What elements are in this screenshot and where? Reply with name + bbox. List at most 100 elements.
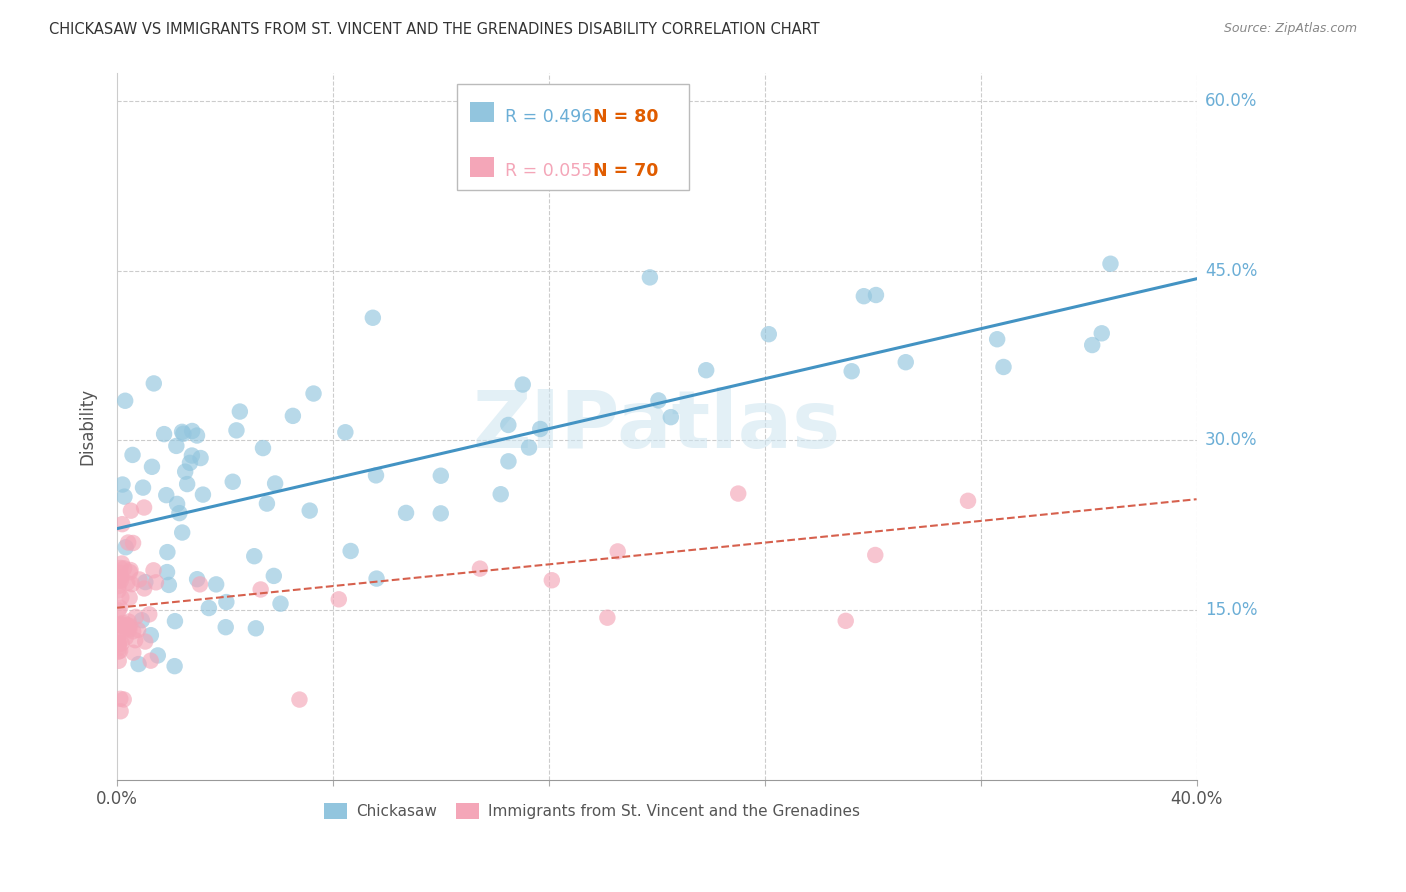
- Point: [125, 610, 148, 624]
- Point: [111, 625, 134, 640]
- Point: [529, 422, 551, 436]
- Point: [108, 616, 131, 631]
- Point: [132, 481, 155, 495]
- Point: [270, 597, 292, 611]
- Point: [114, 541, 136, 555]
- Text: R = 0.496: R = 0.496: [505, 108, 592, 126]
- Point: [222, 475, 245, 489]
- Point: [366, 572, 388, 586]
- Point: [118, 591, 141, 605]
- Point: [249, 582, 271, 597]
- Legend: Chickasaw, Immigrants from St. Vincent and the Grenadines: Chickasaw, Immigrants from St. Vincent a…: [318, 797, 866, 825]
- Point: [131, 613, 153, 627]
- Point: [110, 574, 132, 588]
- Y-axis label: Disability: Disability: [79, 388, 96, 465]
- Point: [517, 441, 540, 455]
- Point: [127, 623, 149, 637]
- Point: [134, 582, 156, 596]
- Point: [993, 359, 1015, 374]
- Point: [107, 632, 129, 646]
- Point: [188, 577, 211, 591]
- Point: [156, 545, 179, 559]
- Point: [115, 618, 138, 632]
- Point: [114, 631, 136, 645]
- Point: [114, 393, 136, 408]
- Point: [139, 654, 162, 668]
- Point: [243, 549, 266, 564]
- Point: [835, 614, 858, 628]
- Point: [139, 628, 162, 642]
- Point: [245, 621, 267, 635]
- Point: [263, 569, 285, 583]
- Point: [489, 487, 512, 501]
- Point: [107, 645, 129, 659]
- Point: [364, 468, 387, 483]
- Point: [142, 376, 165, 391]
- Point: [108, 566, 131, 580]
- Point: [1081, 338, 1104, 352]
- Point: [122, 624, 145, 639]
- Point: [252, 441, 274, 455]
- Text: R = 0.055: R = 0.055: [505, 162, 592, 180]
- Point: [110, 704, 132, 718]
- Point: [157, 578, 180, 592]
- FancyBboxPatch shape: [470, 157, 494, 177]
- Point: [107, 617, 129, 632]
- Point: [107, 637, 129, 651]
- Point: [429, 507, 451, 521]
- Point: [120, 504, 142, 518]
- Point: [114, 620, 136, 634]
- Point: [186, 428, 208, 442]
- Point: [179, 456, 201, 470]
- Point: [841, 364, 863, 378]
- Text: CHICKASAW VS IMMIGRANTS FROM ST. VINCENT AND THE GRENADINES DISABILITY CORRELATI: CHICKASAW VS IMMIGRANTS FROM ST. VINCENT…: [49, 22, 820, 37]
- Point: [115, 576, 138, 591]
- Point: [695, 363, 717, 377]
- Point: [191, 487, 214, 501]
- Point: [512, 377, 534, 392]
- Point: [112, 692, 135, 706]
- Point: [111, 557, 134, 571]
- Text: ZIPatlas: ZIPatlas: [472, 387, 841, 466]
- Point: [181, 424, 204, 438]
- Point: [153, 427, 176, 442]
- Point: [606, 544, 628, 558]
- Point: [361, 310, 384, 325]
- Point: [108, 600, 131, 615]
- Point: [118, 623, 141, 637]
- Point: [155, 488, 177, 502]
- Point: [659, 410, 682, 425]
- Point: [956, 493, 979, 508]
- Point: [118, 565, 141, 579]
- Point: [727, 486, 749, 500]
- Point: [647, 393, 669, 408]
- Point: [215, 595, 238, 609]
- Point: [134, 575, 156, 590]
- Point: [986, 332, 1008, 346]
- Point: [288, 692, 311, 706]
- FancyBboxPatch shape: [470, 103, 494, 122]
- Point: [264, 476, 287, 491]
- Point: [176, 477, 198, 491]
- Point: [852, 289, 875, 303]
- Point: [498, 454, 520, 468]
- Point: [1091, 326, 1114, 341]
- Text: Source: ZipAtlas.com: Source: ZipAtlas.com: [1223, 22, 1357, 36]
- Point: [114, 490, 136, 504]
- Point: [121, 577, 143, 591]
- Point: [328, 592, 350, 607]
- Point: [335, 425, 357, 440]
- Point: [215, 620, 238, 634]
- Point: [186, 572, 208, 586]
- Point: [108, 618, 131, 632]
- Point: [156, 565, 179, 579]
- Point: [107, 579, 129, 593]
- Point: [145, 575, 167, 590]
- Point: [111, 636, 134, 650]
- Point: [596, 610, 619, 624]
- Point: [107, 641, 129, 656]
- Point: [146, 648, 169, 663]
- Point: [298, 503, 321, 517]
- Point: [302, 386, 325, 401]
- Point: [112, 561, 135, 575]
